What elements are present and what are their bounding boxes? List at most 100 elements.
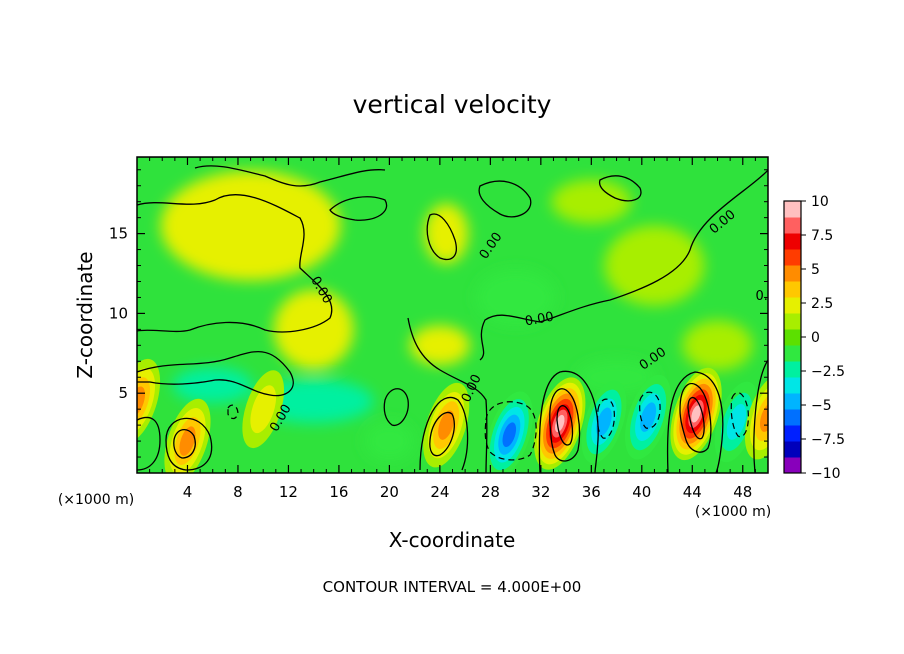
downdraft-core bbox=[485, 391, 534, 473]
plot-area: 0.000.000.000.000.000.00 0.000.00 bbox=[137, 157, 785, 473]
x-tick-label: 28 bbox=[481, 483, 500, 501]
velocity-field bbox=[160, 170, 753, 462]
x-tick-label: 32 bbox=[531, 483, 550, 501]
x-axis-title: X-coordinate bbox=[389, 528, 516, 552]
x-tick-label: 24 bbox=[430, 483, 449, 501]
colorbar-tick-label: 0 bbox=[811, 330, 820, 346]
negative-contour bbox=[730, 392, 749, 438]
x-tick-label: 48 bbox=[733, 483, 752, 501]
colorbar-swatch bbox=[784, 377, 801, 394]
contour-8 bbox=[556, 405, 574, 446]
x-unit-label-right: (×1000 m) bbox=[695, 504, 771, 520]
colorbar-swatch bbox=[784, 281, 801, 298]
zero-contour bbox=[194, 165, 386, 187]
core-band bbox=[691, 405, 701, 423]
zero-contour bbox=[479, 169, 768, 361]
colorbar-swatch bbox=[784, 409, 801, 426]
negative-contour bbox=[484, 401, 537, 461]
updraft-core bbox=[744, 374, 768, 460]
zero-contour bbox=[598, 175, 642, 202]
zero-contour bbox=[426, 213, 457, 261]
zero-contour bbox=[753, 359, 768, 473]
colorbar-swatch bbox=[784, 265, 801, 282]
core-band bbox=[137, 386, 146, 416]
core-band bbox=[179, 426, 196, 456]
contour-label: 0.00 bbox=[756, 289, 785, 304]
core-band bbox=[759, 402, 768, 432]
chart-title: vertical velocity bbox=[353, 90, 552, 119]
core-band bbox=[250, 385, 277, 434]
core-band bbox=[502, 422, 517, 448]
field-patch bbox=[409, 325, 470, 366]
colorbar-swatch bbox=[784, 297, 801, 314]
downdraft-core bbox=[625, 374, 672, 460]
contour-lines bbox=[137, 157, 768, 473]
core-band bbox=[640, 402, 657, 432]
colorbar-swatch bbox=[784, 201, 801, 218]
y-tick-label: 5 bbox=[118, 384, 128, 402]
field-patch bbox=[682, 320, 753, 371]
zero-contour bbox=[666, 371, 724, 473]
x-tick-label: 16 bbox=[329, 483, 348, 501]
zero-contour bbox=[383, 388, 409, 427]
negative-contour bbox=[596, 398, 615, 439]
x-tick-label: 40 bbox=[632, 483, 651, 501]
colorbar-swatch bbox=[784, 233, 801, 250]
field-patch bbox=[475, 269, 556, 326]
contour-4 bbox=[549, 388, 581, 462]
zero-contour bbox=[165, 417, 213, 471]
negative-contour bbox=[639, 391, 661, 429]
field-patch bbox=[576, 359, 657, 396]
colorbar: 10 7.5 5 2.5 0 −2.5 −5 −7.5 −10 bbox=[783, 194, 845, 482]
contour-label: 0.00 bbox=[524, 310, 555, 330]
x-tick-label: 4 bbox=[183, 483, 193, 501]
colorbar-tick-label: −5 bbox=[811, 398, 832, 414]
field-patch bbox=[424, 203, 469, 264]
downdraft-core bbox=[714, 381, 759, 463]
colorbar-swatch bbox=[784, 217, 801, 234]
zero-contour bbox=[137, 194, 333, 333]
x-unit-label-left: (×1000 m) bbox=[58, 492, 134, 508]
core-band bbox=[438, 410, 455, 440]
colorbar-swatch bbox=[784, 249, 801, 266]
y-tick-label: 10 bbox=[109, 304, 128, 322]
contour-4 bbox=[429, 411, 455, 457]
zero-contour bbox=[478, 180, 532, 218]
colorbar-swatch bbox=[784, 345, 801, 362]
zero-contour bbox=[407, 317, 488, 473]
x-axis: 4 8 12 16 20 24 28 32 36 40 44 48 bbox=[149, 157, 756, 501]
colorbar-tick-label: 2.5 bbox=[811, 296, 833, 312]
field-patch bbox=[172, 367, 253, 404]
x-tick-label: 8 bbox=[233, 483, 243, 501]
colorbar-tick-label: −10 bbox=[811, 466, 841, 482]
field-patch bbox=[604, 225, 705, 306]
x-tick-label: 12 bbox=[279, 483, 298, 501]
x-tick-label: 20 bbox=[380, 483, 399, 501]
colorbar-swatch bbox=[784, 425, 801, 442]
colorbar-swatch bbox=[784, 329, 801, 346]
colorbar-tick-label: 7.5 bbox=[811, 228, 833, 244]
zero-contour bbox=[538, 370, 599, 473]
zero-contour bbox=[329, 196, 388, 221]
colorbar-swatch bbox=[784, 393, 801, 410]
colorbar-tick-label: 5 bbox=[811, 262, 820, 278]
colorbar-tick-label: −7.5 bbox=[811, 432, 845, 448]
colorbar-swatch bbox=[784, 457, 801, 474]
contour-4 bbox=[679, 383, 712, 453]
colorbar-swatch bbox=[784, 313, 801, 330]
x-tick-label: 44 bbox=[683, 483, 702, 501]
negative-contours bbox=[227, 391, 749, 461]
colorbar-tick-label: −2.5 bbox=[811, 364, 845, 380]
y-axis: 5 10 15 bbox=[109, 169, 768, 458]
colorbar-swatch bbox=[784, 441, 801, 458]
negative-contour bbox=[227, 404, 239, 420]
zero-contour bbox=[137, 416, 161, 471]
x-tick-label: 36 bbox=[582, 483, 601, 501]
contour-interval-note: CONTOUR INTERVAL = 4.000E+00 bbox=[323, 578, 582, 596]
y-axis-title: Z-coordinate bbox=[73, 251, 97, 378]
core-band bbox=[596, 407, 612, 437]
field-patch bbox=[551, 179, 632, 224]
updraft-core bbox=[164, 398, 211, 473]
y-tick-label: 15 bbox=[109, 225, 128, 243]
